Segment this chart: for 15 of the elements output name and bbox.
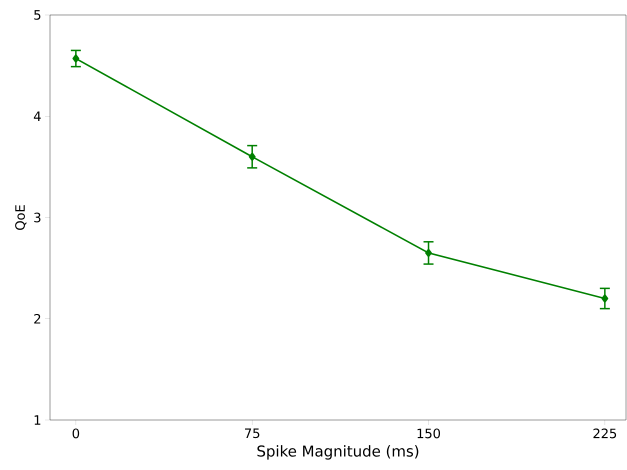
x-tick-label: 150 (418, 428, 440, 438)
y-tick-label: 2 (34, 314, 40, 324)
y-axis-title: QoE (15, 205, 26, 230)
x-axis-title: Spike Magnitude (ms) (257, 445, 418, 460)
point (72, 54, 80, 63)
x-tick-label: 225 (593, 428, 616, 438)
point (248, 152, 256, 162)
y-tick-label: 3 (34, 212, 40, 222)
y-tick-label: 5 (34, 10, 40, 20)
y-tick-label: 1 (34, 415, 40, 425)
x-tick-label: 0 (72, 428, 80, 438)
point (601, 294, 608, 303)
point (425, 248, 432, 258)
x-tick-label: 75 (245, 428, 260, 438)
y-tick-label: 4 (34, 112, 41, 121)
